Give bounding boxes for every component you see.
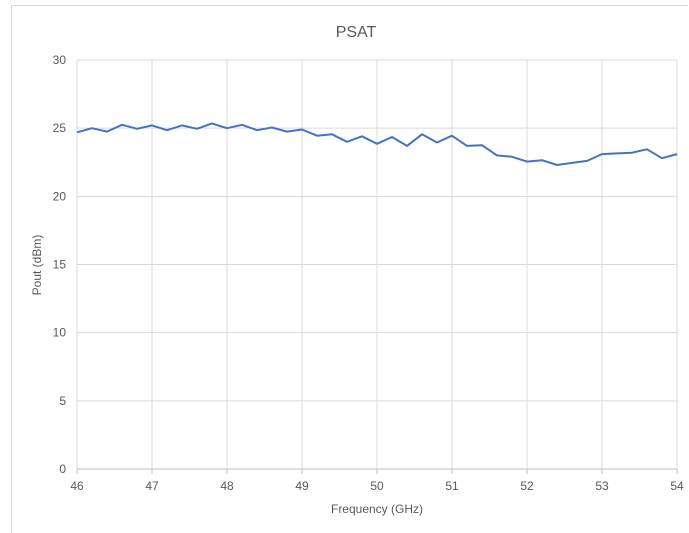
- x-tick-label: 48: [220, 479, 234, 493]
- y-tick-label: 20: [53, 189, 67, 203]
- tick-labels: 0 5 10 15 20 25 30 46 47 48 49 50 51 52 53 54: [53, 53, 684, 493]
- data-point: [181, 124, 183, 126]
- data-point: [121, 124, 123, 126]
- data-point: [286, 131, 288, 133]
- data-point: [571, 162, 573, 164]
- data-point: [601, 153, 603, 155]
- data-point: [241, 124, 243, 126]
- data-point: [466, 145, 468, 147]
- y-tick-label: 30: [53, 53, 67, 67]
- chart-frame: [11, 5, 688, 533]
- y-tick-label: 10: [53, 326, 67, 340]
- data-point: [331, 133, 333, 135]
- data-point: [526, 161, 528, 163]
- data-point: [376, 143, 378, 145]
- data-point: [586, 160, 588, 162]
- data-point: [556, 164, 558, 166]
- y-tick-label: 25: [53, 121, 67, 135]
- data-point: [676, 153, 678, 155]
- data-point: [196, 128, 198, 130]
- y-tick-label: 15: [53, 258, 67, 272]
- data-point: [391, 136, 393, 138]
- data-point: [511, 156, 513, 158]
- data-point: [661, 157, 663, 159]
- data-point: [271, 126, 273, 128]
- data-point: [211, 122, 213, 124]
- data-point: [451, 135, 453, 137]
- data-point: [481, 144, 483, 146]
- x-tick-label: 51: [445, 479, 459, 493]
- x-tick-label: 46: [70, 479, 84, 493]
- data-point: [631, 152, 633, 154]
- x-tick-label: 54: [670, 479, 684, 493]
- data-point: [646, 148, 648, 150]
- data-point: [541, 159, 543, 161]
- data-point: [361, 135, 363, 137]
- x-tick-label: 50: [370, 479, 384, 493]
- data-point: [301, 129, 303, 131]
- data-point: [136, 128, 138, 130]
- series-layer: [76, 122, 678, 166]
- data-point: [166, 129, 168, 131]
- data-point: [256, 129, 258, 131]
- data-point: [346, 141, 348, 143]
- x-tick-label: 47: [145, 479, 159, 493]
- x-tick-label: 49: [295, 479, 309, 493]
- y-tick-label: 0: [59, 462, 66, 476]
- data-point: [151, 124, 153, 126]
- data-point: [316, 135, 318, 137]
- chart-title: PSAT: [336, 24, 377, 41]
- x-tick-label: 52: [520, 479, 534, 493]
- data-point: [496, 154, 498, 156]
- data-point: [616, 152, 618, 154]
- data-point: [76, 131, 78, 133]
- grid: [76, 59, 678, 474]
- data-point: [406, 145, 408, 147]
- data-point: [226, 127, 228, 129]
- y-tick-label: 5: [59, 394, 66, 408]
- data-point: [436, 141, 438, 143]
- data-point: [421, 133, 423, 135]
- data-point: [91, 127, 93, 129]
- x-tick-label: 53: [595, 479, 609, 493]
- data-point: [106, 131, 108, 133]
- series-line: [76, 122, 678, 166]
- x-axis-label: Frequency (GHz): [331, 502, 423, 516]
- y-axis-label: Pout (dBm): [30, 235, 44, 296]
